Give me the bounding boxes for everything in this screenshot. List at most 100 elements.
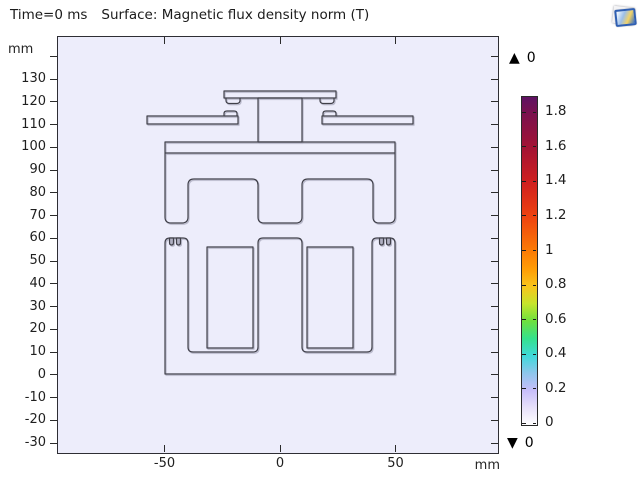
y-tick-left [50, 124, 57, 125]
y-tick-label: 40 [29, 275, 46, 291]
y-tick-label: 70 [29, 207, 46, 223]
colorbar-notch-left [522, 111, 526, 113]
colorbar-notch-right [532, 353, 536, 355]
colorbar-notch-right [532, 284, 536, 286]
y-tick-label: -20 [24, 412, 46, 428]
colorbar-notch-left [522, 250, 526, 252]
y-tick-right [491, 351, 498, 353]
colorbar-notch-right [532, 111, 536, 113]
guide-plate-right-tab [322, 110, 337, 116]
y-tick-label: -30 [24, 435, 46, 450]
plot-area[interactable] [57, 36, 499, 454]
guide-plate-left [146, 115, 239, 125]
colorbar-tick-label: 1 [545, 241, 554, 258]
colorbar-notch-left [522, 319, 526, 321]
colorbar-max-value: 0 [526, 50, 536, 66]
y-tick-label: 0 [37, 366, 46, 382]
y-tick-label: 120 [21, 93, 46, 109]
x-tick-label: 0 [275, 456, 285, 471]
colorbar-notch-left [522, 353, 526, 355]
x-tick-top [279, 37, 281, 44]
y-tick-left [50, 192, 57, 194]
plot-title: Time=0 ms Surface: Magnetic flux density… [10, 7, 369, 23]
colorbar-notch-right [532, 215, 536, 217]
x-tick-top [164, 37, 165, 44]
y-tick-label: 50 [29, 253, 46, 268]
y-tick-left [50, 283, 57, 285]
y-tick-right [491, 169, 498, 171]
upper-yoke [164, 141, 396, 224]
colorbar-max-marker: ▲ 0 [509, 51, 536, 65]
top-plate-tab-left [225, 98, 241, 105]
y-tick-right [491, 146, 498, 148]
y-tick-right [491, 78, 498, 80]
terminal-tooth-1 [168, 237, 175, 246]
x-tick-top [395, 37, 396, 44]
colorbar-notch-right [532, 180, 536, 182]
y-tick-label: 20 [29, 321, 46, 337]
actuator-geometry [146, 90, 414, 375]
y-tick-label: 30 [29, 298, 46, 314]
y-tick-label: 130 [21, 71, 46, 86]
triangle-down-icon: ▼ [507, 435, 518, 451]
y-tick-label: 110 [21, 116, 46, 132]
colorbar-notch-left [522, 422, 526, 424]
colorbar-notch-right [532, 250, 536, 252]
top-plate-tab-right [319, 98, 335, 105]
y-tick-left [50, 351, 57, 353]
lower-core [164, 237, 396, 375]
y-tick-left [50, 146, 57, 148]
coil-left [206, 246, 254, 349]
y-tick-left [50, 101, 57, 103]
x-tick-bottom [164, 445, 165, 452]
y-tick-left [50, 237, 57, 239]
colorbar-notch-right [532, 422, 536, 424]
y-tick-label: 80 [29, 184, 46, 200]
colorbar-tick-label: 1.6 [545, 137, 567, 154]
y-tick-right [491, 101, 498, 103]
colorbar-tick-label: 0.4 [545, 345, 567, 362]
y-tick-right [491, 237, 498, 239]
y-tick-right [491, 215, 498, 216]
y-tick-left [50, 328, 57, 330]
y-tick-right [491, 442, 498, 444]
triangle-up-icon: ▲ [509, 50, 520, 66]
colorbar-min-value: 0 [524, 435, 534, 451]
x-tick-bottom [279, 445, 281, 452]
colorbar-notch-right [532, 388, 536, 390]
colorbar-tick-label: 1.8 [545, 103, 567, 120]
x-tick-label: -50 [153, 456, 176, 471]
colorbar-notch-right [532, 319, 536, 321]
x-tick-label: 50 [387, 456, 404, 471]
coil-right [306, 246, 354, 349]
y-tick-right [491, 328, 498, 330]
colorbar [521, 96, 538, 426]
terminal-tooth-3 [378, 237, 385, 246]
y-tick-left [50, 397, 57, 398]
y-tick-label: 60 [29, 230, 46, 246]
y-tick-left [50, 169, 57, 171]
y-tick-left [50, 374, 57, 376]
armature-stem [257, 97, 303, 143]
armature-top-plate [223, 90, 337, 99]
colorbar-tick-label: 0 [545, 414, 554, 431]
y-tick-label: 10 [29, 344, 46, 359]
y-tick-right [491, 192, 498, 194]
y-tick-right [491, 374, 498, 376]
y-tick-right [491, 397, 498, 398]
y-axis-unit-label: mm [8, 42, 34, 57]
colorbar-notch-left [522, 215, 526, 217]
y-tick-label: 90 [29, 162, 46, 177]
colorbar-tick-label: 0.2 [545, 379, 567, 396]
colorbar-tick-label: 0.8 [545, 276, 567, 293]
y-tick-right [491, 306, 498, 307]
y-tick-left [50, 419, 57, 421]
colorbar-notch-left [522, 146, 526, 148]
x-tick-bottom [395, 445, 396, 452]
colorbar-tick-label: 1.4 [545, 172, 567, 189]
x-axis-unit-label: mm [474, 458, 500, 473]
y-tick-right [491, 260, 498, 262]
plot-title-expression: Surface: Magnetic flux density norm (T) [101, 7, 370, 23]
colorbar-tick-label: 0.6 [545, 310, 567, 327]
